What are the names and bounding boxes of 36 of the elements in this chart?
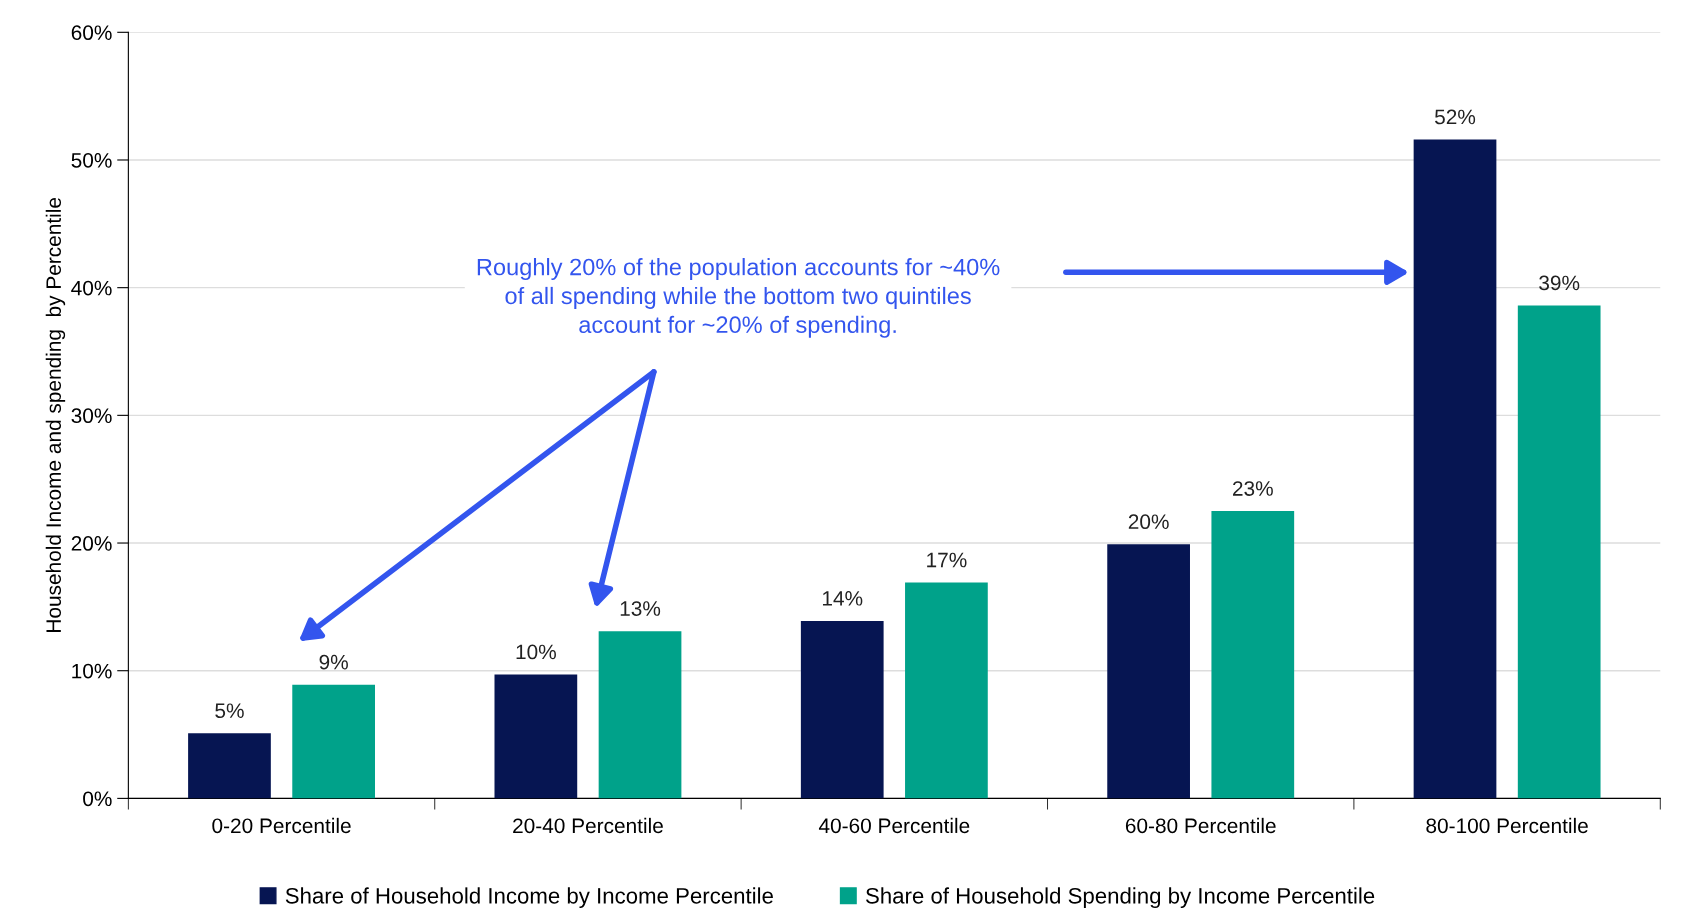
- y-tick-label: 0%: [83, 791, 112, 807]
- y-tick-label: 60%: [71, 25, 112, 41]
- bar: [1211, 511, 1295, 799]
- y-tick-label: 30%: [71, 408, 112, 424]
- bar: [188, 733, 271, 799]
- bar: [1517, 305, 1601, 799]
- data-label: 17%: [927, 552, 967, 568]
- y-tick-label: 10%: [72, 663, 112, 679]
- legend-label: Share of Household Spending by Income Percentile: [866, 887, 1375, 909]
- y-tick-label: 20%: [71, 536, 112, 551]
- x-tick-label: 0-20 Percentile: [212, 817, 351, 834]
- bar: [598, 631, 682, 799]
- bar: [1107, 544, 1190, 799]
- data-label: 9%: [319, 654, 348, 670]
- y-axis-title: Household Income and spending by Percentile: [45, 197, 66, 632]
- data-label: 14%: [822, 591, 863, 606]
- legend-label: Share of Household Income by Income Percentile: [285, 887, 773, 909]
- data-label: 10%: [516, 644, 556, 660]
- bar: [292, 684, 375, 799]
- data-label: 13%: [620, 601, 661, 616]
- x-tick-label: 60-80 Percentile: [1125, 817, 1276, 834]
- bar: [494, 674, 578, 799]
- x-tick-label: 40-60 Percentile: [818, 817, 970, 834]
- data-label: 5%: [215, 703, 244, 719]
- data-label: 52%: [1434, 109, 1476, 125]
- data-label: 39%: [1539, 275, 1580, 291]
- data-label: 23%: [1233, 481, 1273, 496]
- y-tick-label: 40%: [71, 280, 112, 296]
- data-label: 20%: [1128, 514, 1169, 530]
- bar: [1413, 139, 1497, 799]
- bar: [800, 620, 884, 799]
- annotation: Roughly 20% of the population accounts for ~40% of all spending while the bottom two quintiles account for ~20% of spending.: [477, 258, 1000, 338]
- x-tick-label: 80-100 Percentile: [1426, 817, 1588, 834]
- x-tick-label: 20-40 Percentile: [513, 817, 663, 834]
- y-tick-label: 50%: [71, 152, 112, 168]
- bar: [905, 582, 988, 799]
